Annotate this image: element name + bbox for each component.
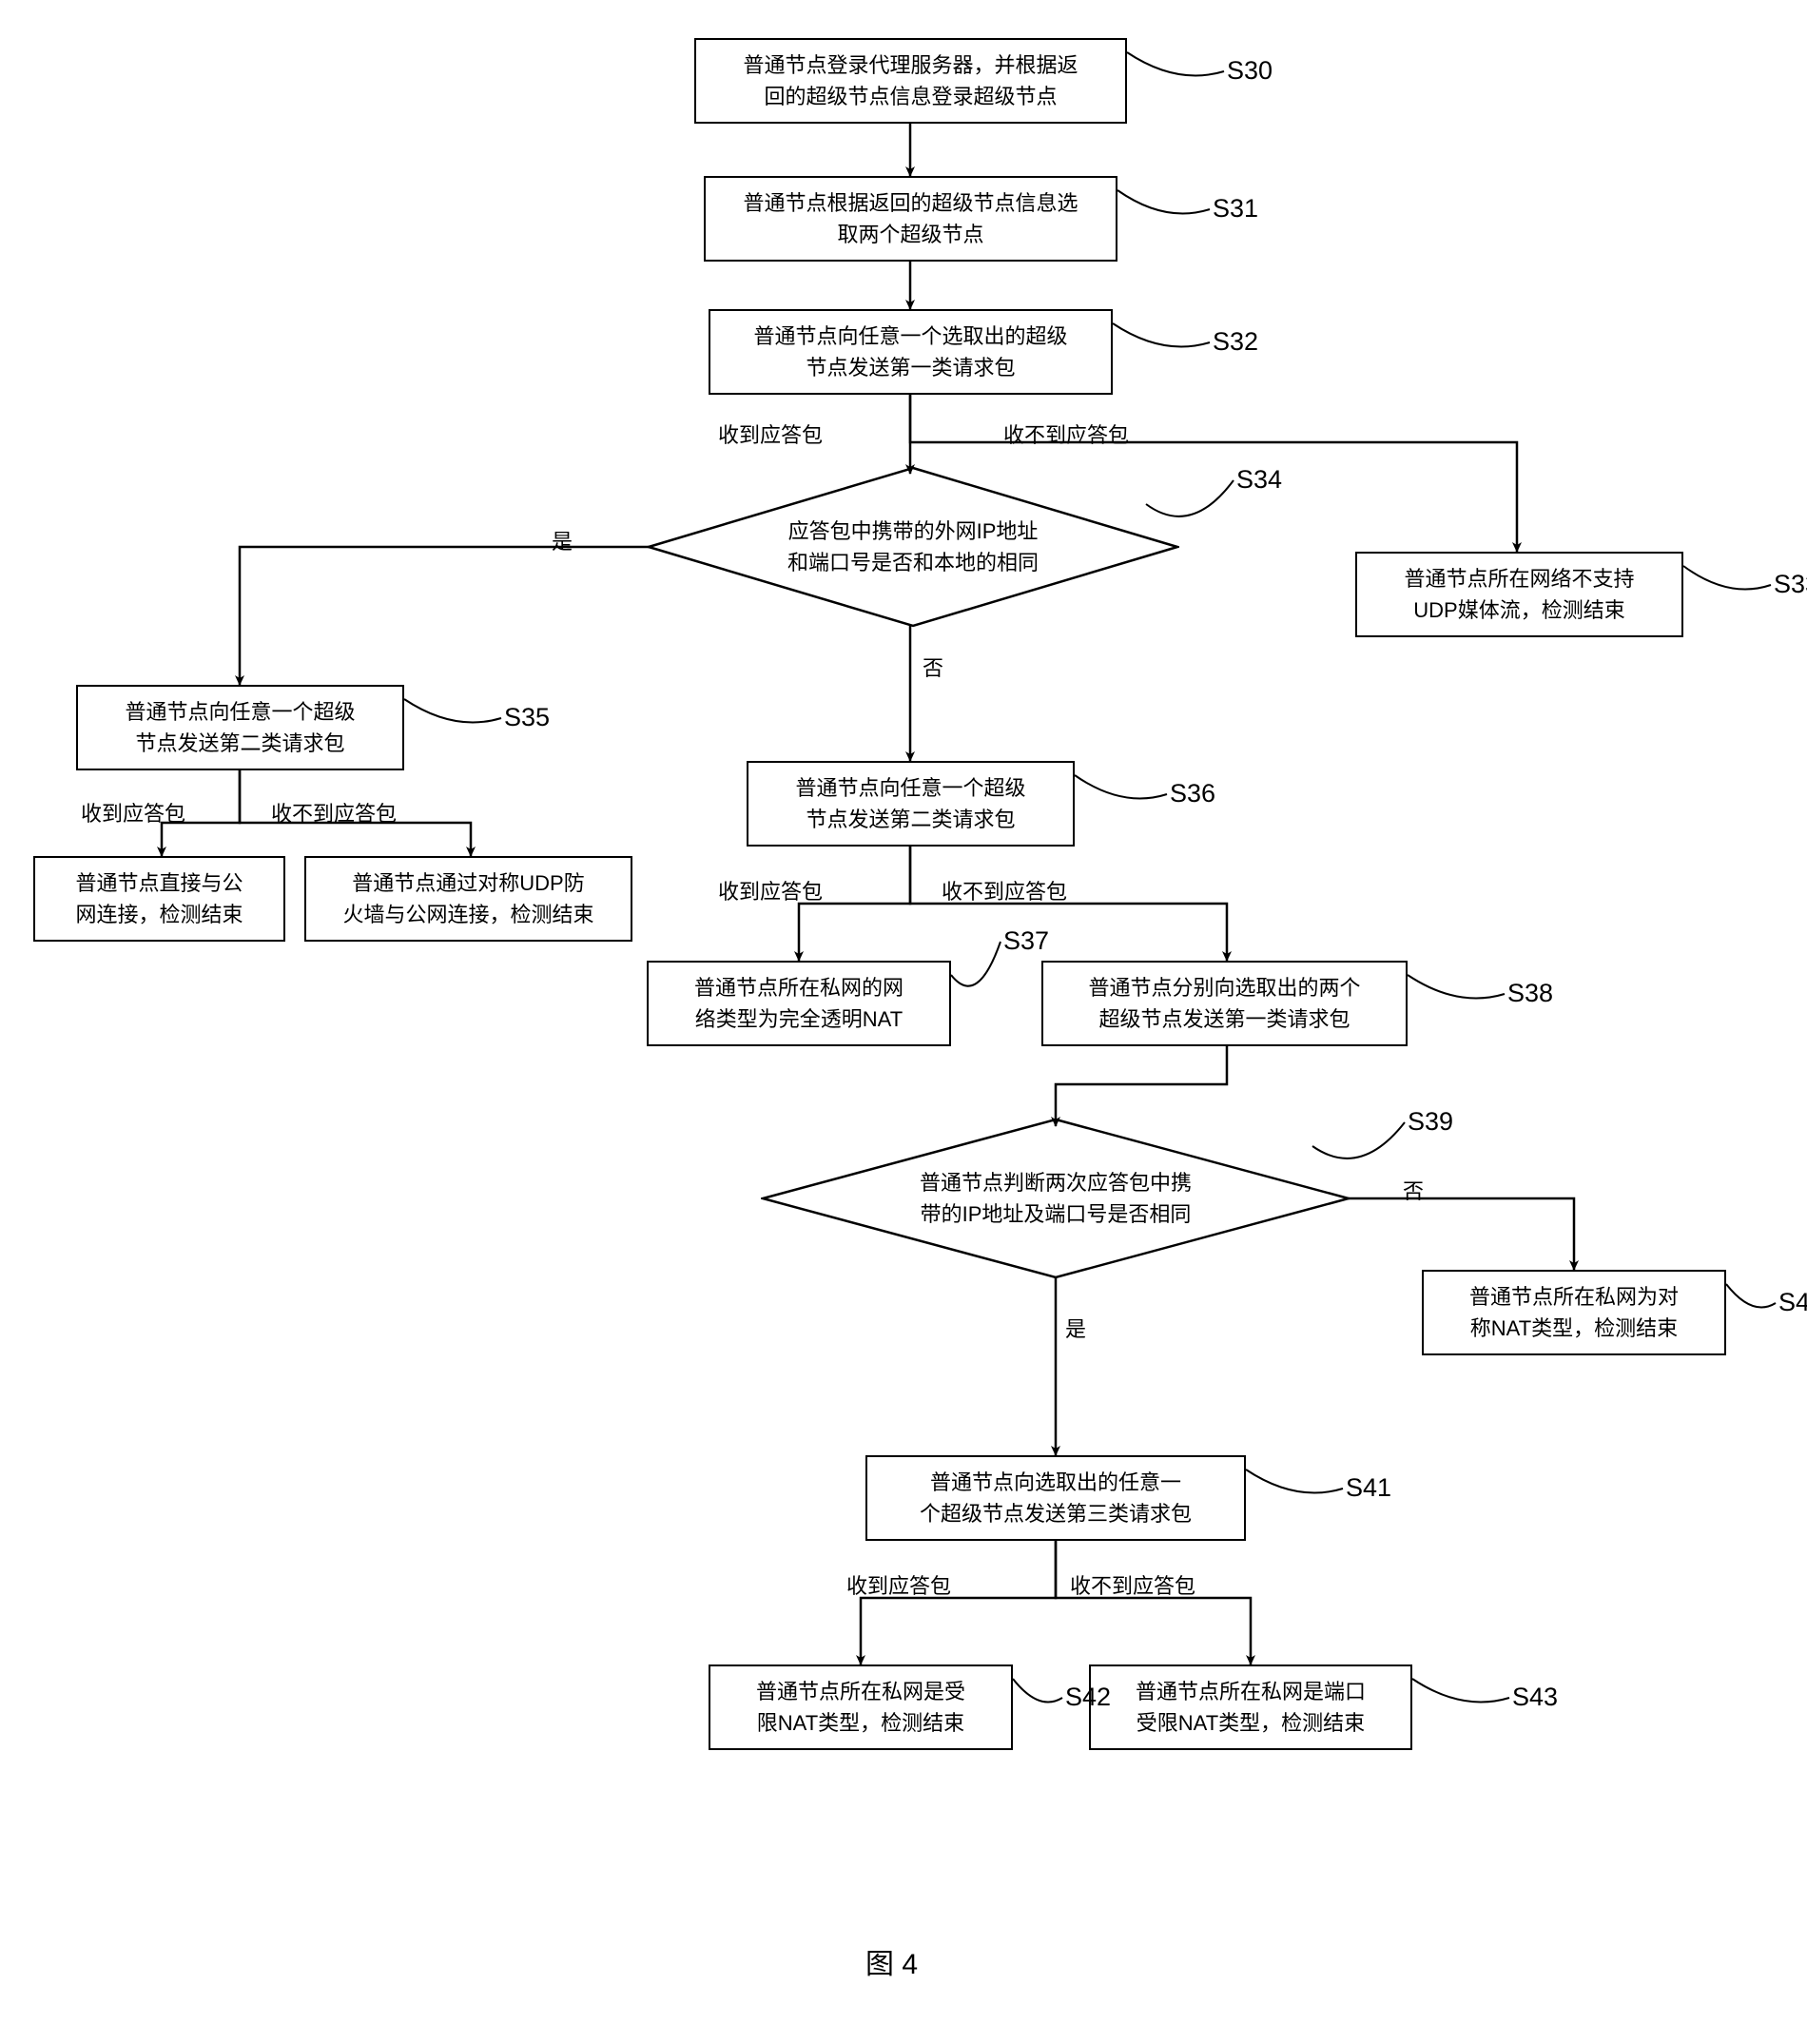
step-label: S41 (1346, 1473, 1391, 1503)
node-s35a: 普通节点直接与公网连接，检测结束 (33, 856, 285, 942)
node-s30: 普通节点登录代理服务器，并根据返回的超级节点信息登录超级节点 (694, 38, 1127, 124)
text: 普通节点所在私网的网络类型为完全透明NAT (694, 972, 904, 1035)
edge-label: 收到应答包 (846, 1569, 951, 1600)
edge-label: 收不到应答包 (1070, 1569, 1195, 1600)
text: 普通节点分别向选取出的两个超级节点发送第一类请求包 (1088, 972, 1360, 1035)
edge-label: 收到应答包 (81, 797, 185, 827)
step-label: S36 (1170, 779, 1215, 808)
node-s38: 普通节点分别向选取出的两个超级节点发送第一类请求包 (1041, 961, 1408, 1046)
figure-caption: 图 4 (865, 1940, 918, 1982)
text: 普通节点所在网络不支持UDP媒体流，检测结束 (1404, 563, 1634, 626)
text: 普通节点所在私网为对称NAT类型，检测结束 (1469, 1281, 1679, 1344)
step-label: S35 (504, 703, 550, 732)
step-label: S42 (1065, 1683, 1111, 1712)
step-label: S43 (1512, 1683, 1558, 1712)
text: 普通节点判断两次应答包中携带的IP地址及端口号是否相同 (920, 1167, 1192, 1230)
node-s31: 普通节点根据返回的超级节点信息选取两个超级节点 (704, 176, 1117, 262)
text: 普通节点向任意一个超级节点发送第二类请求包 (795, 772, 1025, 835)
edge-label: 收不到应答包 (1003, 419, 1129, 449)
step-label: S30 (1227, 56, 1273, 86)
node-s43: 普通节点所在私网是端口受限NAT类型，检测结束 (1089, 1664, 1412, 1750)
text: 普通节点所在私网是受限NAT类型，检测结束 (756, 1676, 965, 1739)
step-label: S37 (1003, 926, 1049, 956)
node-s42: 普通节点所在私网是受限NAT类型，检测结束 (709, 1664, 1013, 1750)
text: 普通节点向选取出的任意一个超级节点发送第三类请求包 (920, 1467, 1192, 1529)
step-label: S38 (1507, 979, 1553, 1008)
text: 普通节点登录代理服务器，并根据返回的超级节点信息登录超级节点 (743, 49, 1078, 112)
edge-label: 是 (552, 525, 573, 555)
text: 普通节点直接与公网连接，检测结束 (75, 867, 243, 930)
edge-label: 收不到应答包 (942, 875, 1067, 905)
node-s33: 普通节点所在网络不支持UDP媒体流，检测结束 (1355, 552, 1683, 637)
step-label: S40 (1778, 1288, 1807, 1317)
node-s35: 普通节点向任意一个超级节点发送第二类请求包 (76, 685, 404, 770)
edge-label: 否 (923, 652, 943, 682)
decision-s34: 应答包中携带的外网IP地址和端口号是否和本地的相同 (647, 466, 1179, 628)
step-label: S31 (1213, 194, 1258, 224)
step-label: S33 (1774, 570, 1807, 599)
node-s40: 普通节点所在私网为对称NAT类型，检测结束 (1422, 1270, 1726, 1355)
text: 应答包中携带的外网IP地址和端口号是否和本地的相同 (787, 516, 1039, 578)
step-label: S39 (1408, 1107, 1453, 1137)
step-label: S32 (1213, 327, 1258, 357)
edge-label: 收到应答包 (718, 419, 823, 449)
text: 普通节点根据返回的超级节点信息选取两个超级节点 (743, 187, 1078, 250)
text: 普通节点向任意一个选取出的超级节点发送第一类请求包 (753, 321, 1067, 383)
edge-label: 否 (1403, 1175, 1424, 1205)
text: 普通节点向任意一个超级节点发送第二类请求包 (125, 696, 355, 759)
edge-label: 收到应答包 (718, 875, 823, 905)
edge-label: 收不到应答包 (271, 797, 397, 827)
node-s35b: 普通节点通过对称UDP防火墙与公网连接，检测结束 (304, 856, 632, 942)
decision-s39: 普通节点判断两次应答包中携带的IP地址及端口号是否相同 (761, 1118, 1350, 1279)
node-s37: 普通节点所在私网的网络类型为完全透明NAT (647, 961, 951, 1046)
node-s32: 普通节点向任意一个选取出的超级节点发送第一类请求包 (709, 309, 1113, 395)
step-label: S34 (1236, 465, 1282, 495)
text: 普通节点所在私网是端口受限NAT类型，检测结束 (1136, 1676, 1366, 1739)
node-s36: 普通节点向任意一个超级节点发送第二类请求包 (747, 761, 1075, 847)
edge-label: 是 (1065, 1313, 1086, 1343)
text: 普通节点通过对称UDP防火墙与公网连接，检测结束 (342, 867, 593, 930)
node-s41: 普通节点向选取出的任意一个超级节点发送第三类请求包 (865, 1455, 1246, 1541)
